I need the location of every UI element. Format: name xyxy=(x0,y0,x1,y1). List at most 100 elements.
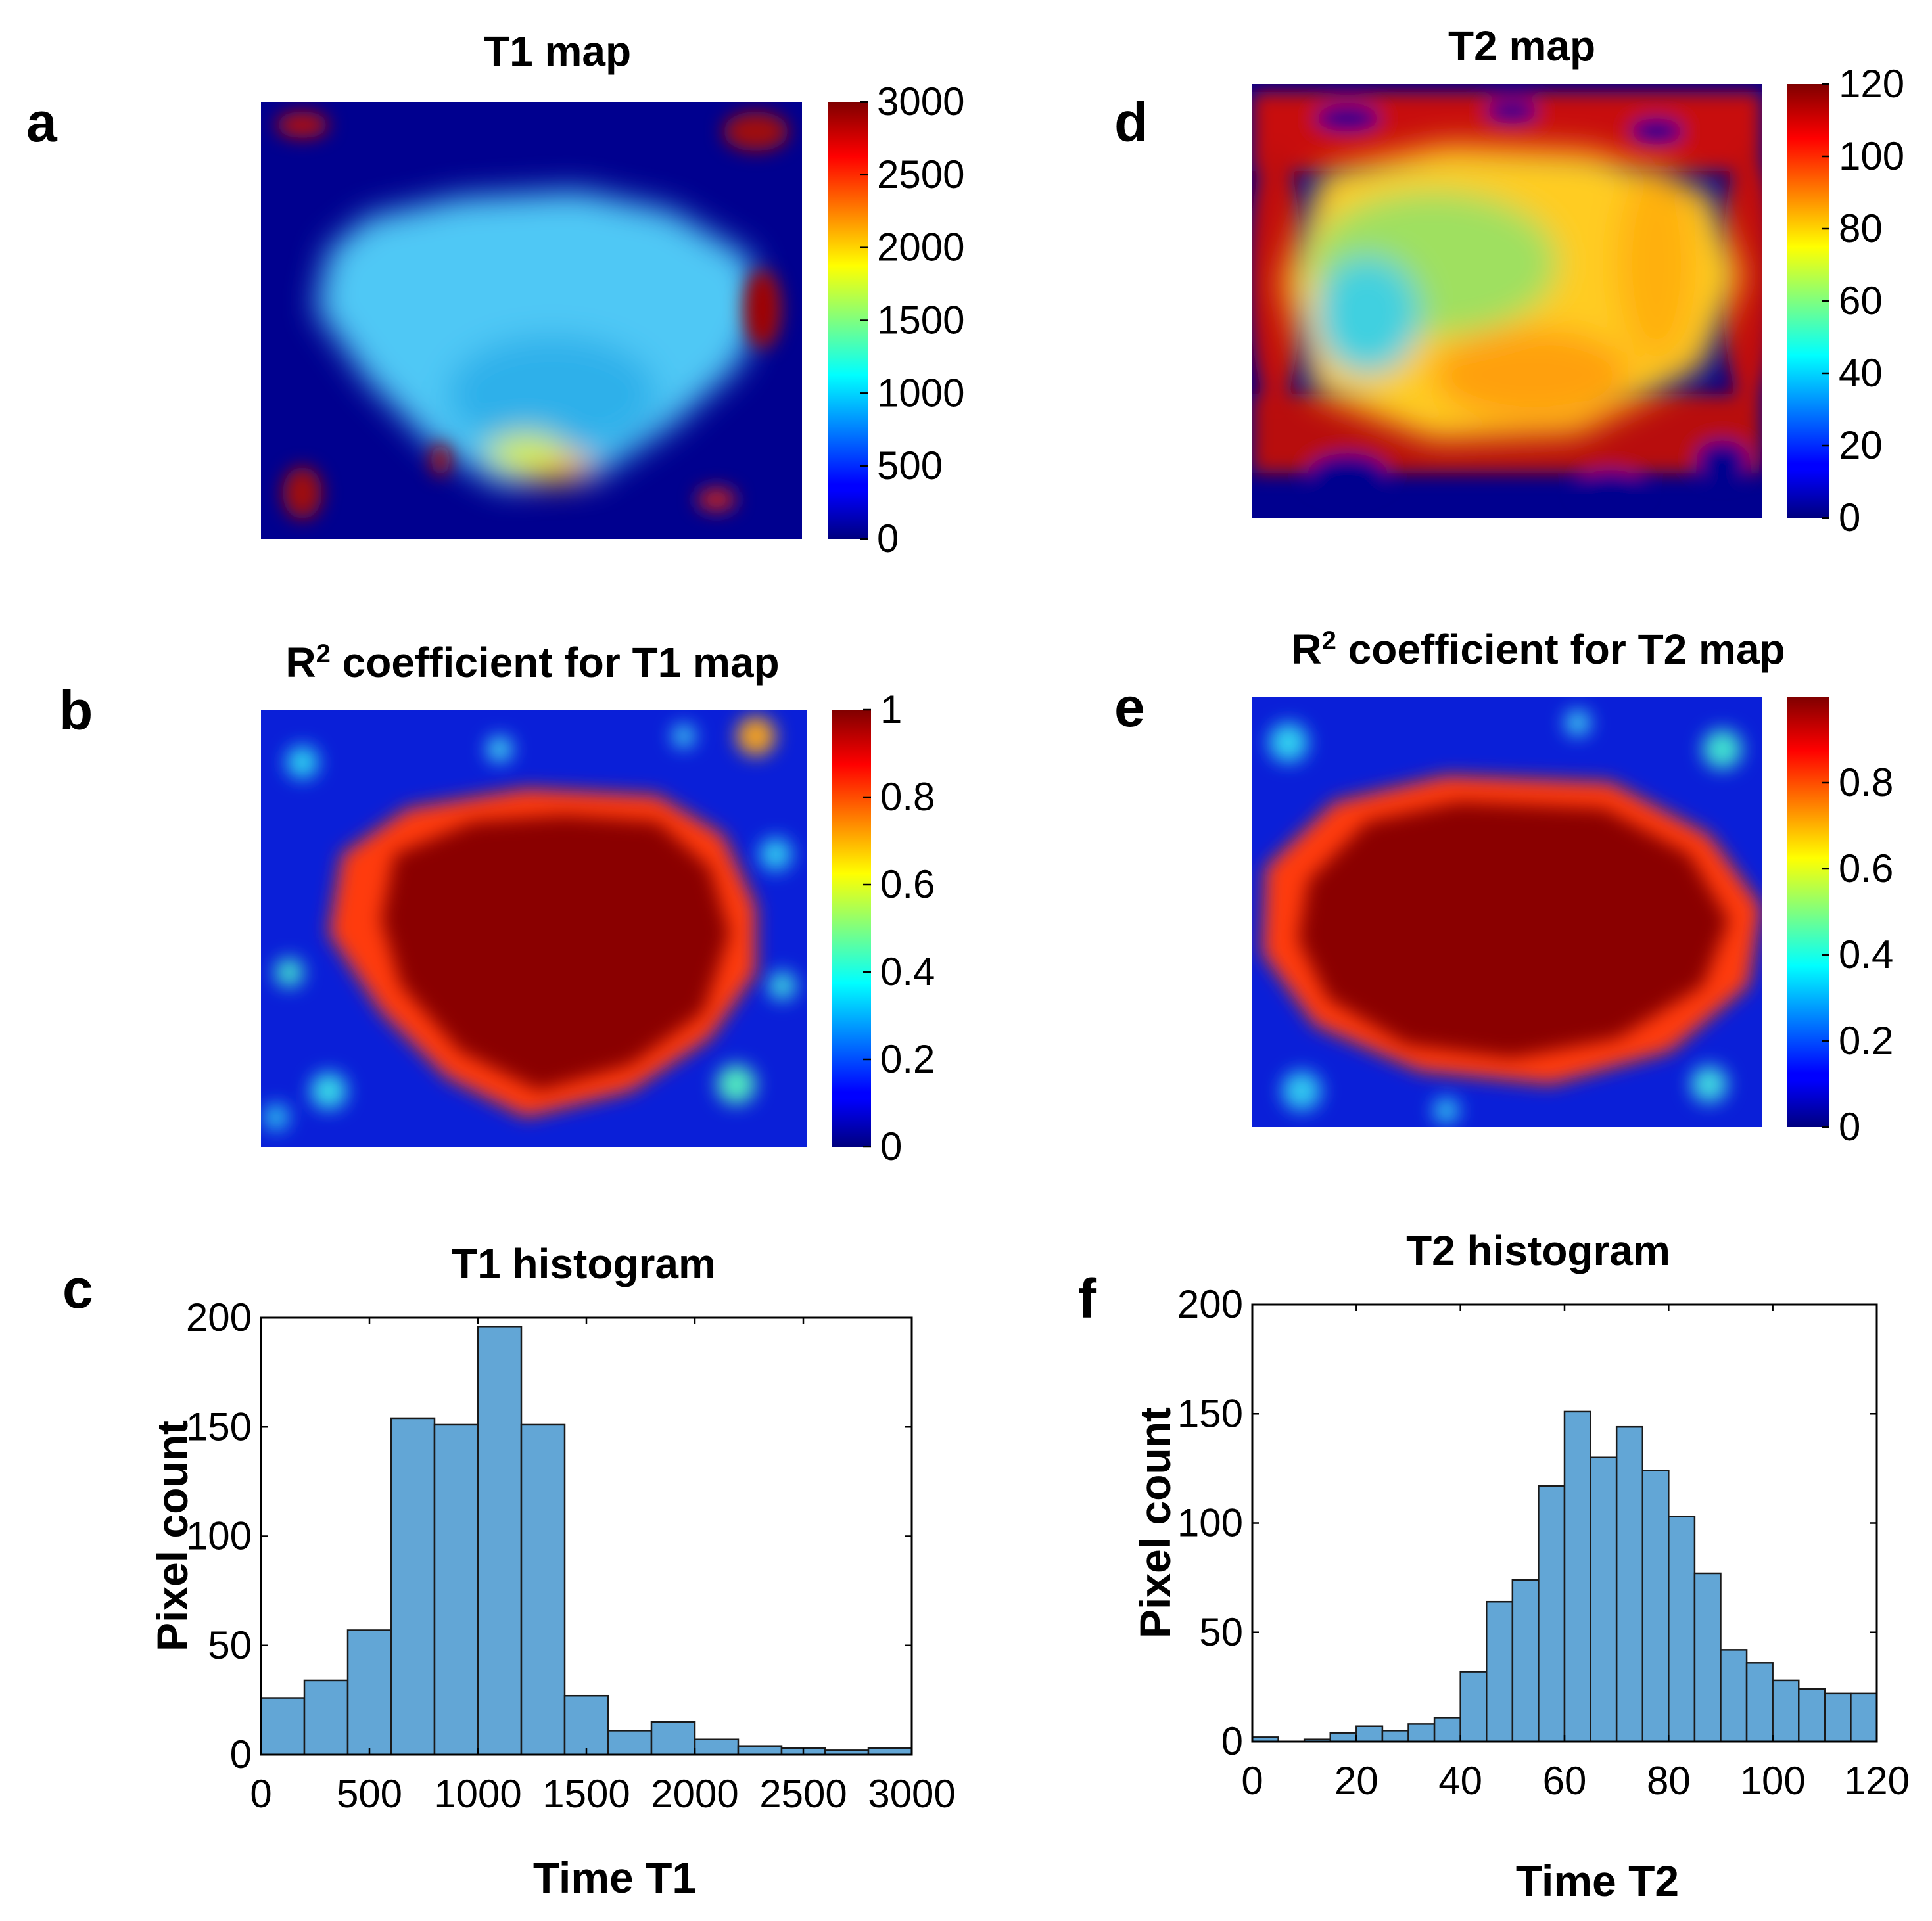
r2-t2-colorbar-ticks: 0 0.2 0.4 0.6 0.8 xyxy=(1822,760,1893,1149)
y-tick-label: 150 xyxy=(186,1404,252,1448)
colorbar-tick-label: 2000 xyxy=(877,225,964,269)
y-tick-label: 200 xyxy=(1177,1282,1243,1326)
y-tick-label: 150 xyxy=(1177,1391,1243,1435)
r2-t2-title-prefix: R xyxy=(1291,626,1321,673)
t2-histogram-ylabel: Pixel count xyxy=(1131,1407,1179,1638)
x-tick-label: 1000 xyxy=(434,1772,521,1816)
panel-f: f T2 histogram 0 20 40 60 80 100 120 0 50 100 150 2… xyxy=(1078,1227,1910,1905)
t1-map-image xyxy=(261,102,802,539)
histogram-bar xyxy=(1329,1732,1357,1743)
histogram-bar xyxy=(390,1417,436,1756)
x-tick-label: 500 xyxy=(337,1772,402,1816)
colorbar-tick-label: 20 xyxy=(1839,423,1883,467)
colorbar-tick-label: 0.4 xyxy=(880,950,935,994)
x-tick-label: 20 xyxy=(1334,1759,1378,1803)
panel-b: b R2 coefficient for T1 map xyxy=(59,639,935,1169)
colorbar-tick-label: 0.2 xyxy=(1839,1019,1893,1063)
colorbar-tick-label: 1 xyxy=(880,687,902,731)
histogram-bar xyxy=(1486,1600,1514,1743)
t2-histogram-frame xyxy=(1251,1303,1878,1743)
colorbar-tick-label: 0 xyxy=(1839,1105,1860,1149)
x-tick-label: 0 xyxy=(250,1772,271,1816)
histogram-bar xyxy=(607,1730,653,1756)
colorbar-tick-label: 3000 xyxy=(877,80,964,124)
panel-e: e R2 coefficient for T2 map 0 0.2 0.4 0.6 0.… xyxy=(1114,626,1893,1149)
colorbar-tick-label: 0.2 xyxy=(880,1037,935,1081)
r2-t2-title-sup: 2 xyxy=(1322,626,1336,655)
histogram-bar xyxy=(1693,1572,1722,1743)
histogram-bar xyxy=(346,1629,392,1756)
colorbar-tick-label: 60 xyxy=(1839,279,1883,323)
r2-t1-title-prefix: R xyxy=(285,639,316,686)
colorbar-tick-label: 1500 xyxy=(877,298,964,342)
colorbar-tick-label: 0.8 xyxy=(1839,760,1893,804)
t1-histogram-xlabel: Time T1 xyxy=(533,1853,696,1902)
histogram-bar xyxy=(1615,1425,1644,1743)
panel-a: a T1 map 0 500 1000 1500 2000 2500 3000 xyxy=(26,28,964,561)
histogram-bar xyxy=(1641,1470,1670,1743)
panel-label-c: c xyxy=(62,1258,93,1320)
x-tick-label: 2500 xyxy=(759,1772,847,1816)
histogram-bar xyxy=(1824,1692,1852,1743)
x-tick-label: 40 xyxy=(1438,1759,1482,1803)
histogram-bar xyxy=(1590,1456,1618,1743)
t2-map-image xyxy=(1252,84,1762,518)
histogram-bar xyxy=(1355,1725,1384,1743)
r2-t1-image xyxy=(261,710,807,1147)
r2-t2-title: R2 coefficient for T2 map xyxy=(1291,626,1785,673)
r2-t1-colorbar xyxy=(832,710,871,1147)
histogram-bar xyxy=(563,1694,609,1756)
x-tick-label: 3000 xyxy=(868,1772,955,1816)
histogram-bar xyxy=(1538,1485,1566,1743)
histogram-bar xyxy=(1433,1717,1461,1743)
y-tick-label: 200 xyxy=(186,1295,252,1339)
histogram-bar xyxy=(1720,1649,1748,1743)
panel-label-a: a xyxy=(26,91,58,153)
x-tick-label: 2000 xyxy=(651,1772,738,1816)
t1-map-title: T1 map xyxy=(484,28,631,75)
colorbar-tick-label: 40 xyxy=(1839,351,1883,395)
histogram-bar xyxy=(477,1326,523,1756)
t1-histogram-title: T1 histogram xyxy=(452,1240,716,1287)
colorbar-tick-label: 0.4 xyxy=(1839,933,1893,977)
y-tick-label: 0 xyxy=(1221,1719,1243,1763)
t1-histogram-ylabel: Pixel count xyxy=(148,1420,197,1652)
y-tick-label: 50 xyxy=(208,1623,252,1667)
y-tick-label: 0 xyxy=(230,1732,252,1776)
histogram-bar xyxy=(650,1721,696,1756)
t1-histogram-bars xyxy=(260,1326,913,1756)
x-tick-label: 80 xyxy=(1647,1759,1691,1803)
histogram-bar xyxy=(1563,1410,1591,1743)
r2-t1-colorbar-ticks: 0 0.2 0.4 0.6 0.8 1 xyxy=(863,687,935,1169)
x-tick-label: 0 xyxy=(1241,1759,1263,1803)
histogram-bar xyxy=(520,1423,566,1756)
r2-t1-title: R2 coefficient for T1 map xyxy=(285,639,779,686)
colorbar-tick-label: 1000 xyxy=(877,371,964,415)
panel-label-d: d xyxy=(1114,91,1148,153)
t2-histogram-xlabel: Time T2 xyxy=(1516,1857,1679,1905)
t2-histogram-title: T2 histogram xyxy=(1406,1227,1670,1274)
x-tick-label: 1500 xyxy=(542,1772,630,1816)
y-tick-label: 50 xyxy=(1199,1610,1243,1654)
t1-histogram-frame xyxy=(260,1316,913,1756)
t1-colorbar-ticks: 0 500 1000 1500 2000 2500 3000 xyxy=(860,80,964,561)
histogram-bar xyxy=(1407,1723,1436,1743)
panel-label-f: f xyxy=(1078,1268,1097,1330)
colorbar-tick-label: 0 xyxy=(877,517,899,561)
r2-t2-image xyxy=(1252,697,1762,1127)
histogram-bar xyxy=(1668,1516,1696,1743)
colorbar-tick-label: 100 xyxy=(1839,134,1904,178)
y-tick-label: 100 xyxy=(186,1514,252,1558)
colorbar-tick-label: 500 xyxy=(877,444,943,488)
histogram-bar xyxy=(1745,1662,1774,1743)
colorbar-tick-label: 120 xyxy=(1839,62,1904,106)
colorbar-tick-label: 2500 xyxy=(877,152,964,197)
panel-label-e: e xyxy=(1114,676,1145,738)
panel-label-b: b xyxy=(59,680,93,741)
histogram-bar xyxy=(1798,1688,1826,1743)
histogram-bar xyxy=(1459,1671,1488,1743)
t1-histogram-axes: 0 500 1000 1500 2000 2500 3000 0 50 100 150 200 xyxy=(186,1295,956,1816)
x-tick-label: 60 xyxy=(1543,1759,1587,1803)
histogram-bar xyxy=(1381,1730,1409,1743)
